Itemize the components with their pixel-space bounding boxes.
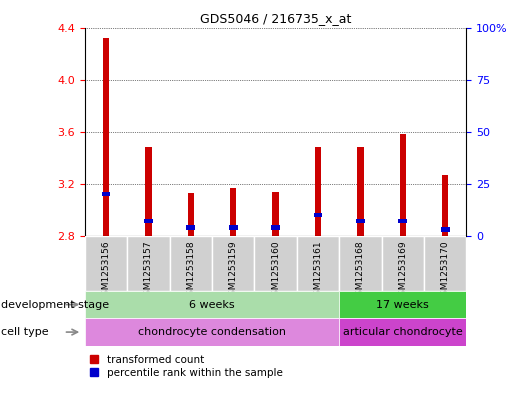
Text: GSM1253160: GSM1253160: [271, 240, 280, 301]
Bar: [188, 193, 194, 236]
Text: 6 weeks: 6 weeks: [189, 299, 235, 310]
Title: GDS5046 / 216735_x_at: GDS5046 / 216735_x_at: [200, 12, 351, 25]
Bar: [400, 134, 406, 236]
FancyBboxPatch shape: [339, 236, 382, 291]
Text: GSM1253157: GSM1253157: [144, 240, 153, 301]
Bar: [187, 225, 195, 230]
FancyBboxPatch shape: [170, 236, 212, 291]
FancyBboxPatch shape: [85, 236, 127, 291]
FancyBboxPatch shape: [339, 291, 466, 318]
Bar: [314, 213, 322, 217]
Text: development stage: development stage: [1, 299, 109, 310]
Text: cell type: cell type: [1, 327, 48, 337]
Legend: transformed count, percentile rank within the sample: transformed count, percentile rank withi…: [90, 355, 282, 378]
Bar: [315, 147, 321, 236]
Bar: [102, 192, 110, 196]
FancyBboxPatch shape: [85, 318, 339, 346]
Text: GSM1253159: GSM1253159: [229, 240, 237, 301]
Bar: [271, 225, 280, 230]
FancyBboxPatch shape: [339, 318, 466, 346]
Bar: [441, 227, 449, 232]
Bar: [272, 191, 279, 236]
Bar: [442, 174, 448, 236]
Bar: [229, 225, 237, 230]
Bar: [356, 219, 365, 224]
FancyBboxPatch shape: [297, 236, 339, 291]
Bar: [144, 219, 153, 224]
Text: GSM1253156: GSM1253156: [102, 240, 110, 301]
Text: articular chondrocyte: articular chondrocyte: [343, 327, 463, 337]
FancyBboxPatch shape: [424, 236, 466, 291]
Text: GSM1253170: GSM1253170: [441, 240, 449, 301]
Text: 17 weeks: 17 weeks: [376, 299, 429, 310]
Text: GSM1253161: GSM1253161: [314, 240, 322, 301]
FancyBboxPatch shape: [85, 291, 339, 318]
Bar: [103, 38, 109, 236]
FancyBboxPatch shape: [212, 236, 254, 291]
Bar: [145, 147, 152, 236]
Text: GSM1253168: GSM1253168: [356, 240, 365, 301]
FancyBboxPatch shape: [382, 236, 424, 291]
Bar: [399, 219, 407, 224]
FancyBboxPatch shape: [254, 236, 297, 291]
Bar: [230, 187, 236, 236]
Text: GSM1253158: GSM1253158: [187, 240, 195, 301]
FancyBboxPatch shape: [127, 236, 170, 291]
Text: GSM1253169: GSM1253169: [399, 240, 407, 301]
Text: chondrocyte condensation: chondrocyte condensation: [138, 327, 286, 337]
Bar: [357, 147, 364, 236]
